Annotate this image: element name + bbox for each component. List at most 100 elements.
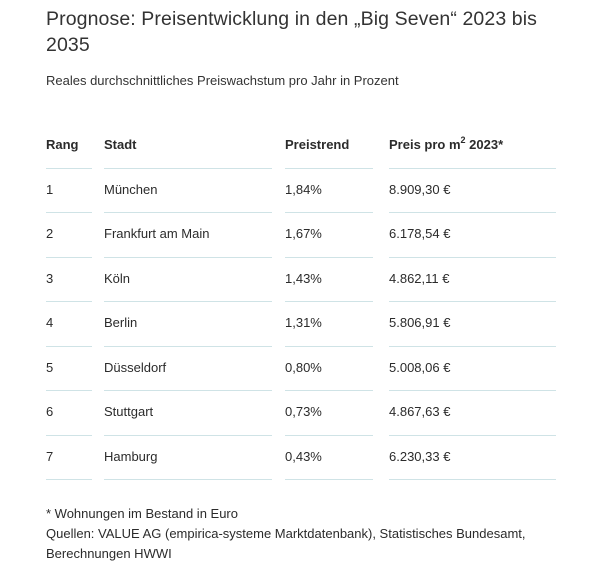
divider (389, 345, 556, 347)
divider (46, 301, 92, 302)
cell-price-text: 8.909,30 € (389, 181, 451, 197)
divider (46, 434, 92, 436)
divider (104, 256, 272, 258)
cell-city-text: Düsseldorf (104, 359, 167, 375)
cell-trend-text: 1,67% (285, 226, 322, 241)
cell-rank-text: 4 (46, 315, 54, 330)
cell-price-text: 4.867,63 € (389, 404, 451, 419)
header-rank-label: Rang (46, 137, 79, 152)
table-body: 1 München 1,84% 8.909,30 € 2 Frankfurt am Mai… (46, 169, 556, 480)
cell-rank: 7 (46, 436, 92, 480)
table-row: 5 Düsseldorf 0,80% 5.008,06 € (46, 347, 556, 391)
cell-city-text: Stuttgart (104, 404, 154, 419)
table-row: 4 Berlin 1,31% 5.806,91 € (46, 302, 556, 347)
cell-price-text: 5.008,06 € (389, 359, 451, 375)
ranking-table: Rang Stadt Preistrend Preis pro m2 2023*… (46, 124, 556, 480)
header-price-label: Preis pro m2 2023* (389, 135, 504, 152)
cell-price-text: 6.230,33 € (389, 448, 451, 464)
cell-trend-text: 0,80% (285, 359, 322, 375)
divider (104, 212, 272, 213)
header-price: Preis pro m2 2023* (389, 124, 556, 169)
cell-trend-text: 1,31% (285, 315, 322, 330)
divider (389, 434, 556, 436)
cell-price: 5.806,91 € (389, 302, 556, 347)
header-rank: Rang (46, 124, 92, 169)
table-row: 6 Stuttgart 0,73% 4.867,63 € (46, 391, 556, 436)
divider (285, 345, 373, 347)
cell-city: Stuttgart (104, 391, 272, 436)
divider (285, 390, 373, 391)
cell-trend: 1,67% (285, 213, 373, 258)
cell-rank-text: 5 (46, 359, 54, 375)
divider (104, 434, 272, 436)
divider (46, 390, 92, 391)
header-price-superscript: 2 (460, 135, 466, 145)
cell-city: Frankfurt am Main (104, 213, 272, 258)
cell-trend: 0,80% (285, 347, 373, 391)
cell-trend: 0,43% (285, 436, 373, 480)
header-price-prefix: Preis pro m (389, 137, 461, 152)
cell-trend-text: 1,43% (285, 270, 322, 286)
header-trend: Preistrend (285, 124, 373, 169)
divider (285, 256, 373, 258)
table-row: 3 Köln 1,43% 4.862,11 € (46, 258, 556, 302)
divider (389, 167, 556, 169)
cell-trend: 1,84% (285, 169, 373, 213)
cell-rank-text: 7 (46, 448, 54, 464)
cell-price: 6.230,33 € (389, 436, 556, 480)
cell-trend: 1,31% (285, 302, 373, 347)
table-row: 2 Frankfurt am Main 1,67% 6.178,54 € (46, 213, 556, 258)
divider (104, 301, 272, 302)
cell-rank: 3 (46, 258, 92, 302)
cell-rank: 1 (46, 169, 92, 213)
divider (104, 390, 272, 391)
cell-price: 8.909,30 € (389, 169, 556, 213)
footnote: * Wohnungen im Bestand in Euro (46, 506, 238, 521)
page-title: Prognose: Preisentwicklung in den „Big S… (46, 8, 538, 56)
divider (46, 479, 92, 480)
divider (389, 479, 556, 480)
divider (389, 390, 556, 391)
cell-rank-text: 3 (46, 270, 54, 286)
table-row: 7 Hamburg 0,43% 6.230,33 € (46, 436, 556, 480)
divider (46, 212, 92, 213)
content: Prognose: Preisentwicklung in den „Big S… (46, 6, 586, 561)
cell-city: Hamburg (104, 436, 272, 480)
table-row: 1 München 1,84% 8.909,30 € (46, 169, 556, 213)
divider (46, 345, 92, 347)
cell-price-text: 6.178,54 € (389, 226, 451, 241)
table-header-row: Rang Stadt Preistrend Preis pro m2 2023* (46, 124, 556, 169)
divider (285, 301, 373, 302)
header-city: Stadt (104, 124, 272, 169)
cell-city-text: München (104, 181, 158, 197)
cell-trend: 0,73% (285, 391, 373, 436)
cell-rank: 6 (46, 391, 92, 436)
cell-rank: 5 (46, 347, 92, 391)
divider (285, 434, 373, 436)
divider (46, 167, 92, 169)
divider (389, 301, 556, 302)
divider (285, 479, 373, 480)
divider (104, 479, 272, 480)
cell-city-text: Hamburg (104, 448, 158, 464)
header-city-label: Stadt (104, 137, 137, 152)
cell-city: München (104, 169, 272, 213)
cell-city: Berlin (104, 302, 272, 347)
divider (389, 256, 556, 258)
subtitle: Reales durchschnittliches Preiswachstum … (46, 73, 399, 88)
cell-trend-text: 1,84% (285, 181, 322, 197)
cell-city: Köln (104, 258, 272, 302)
cell-rank: 4 (46, 302, 92, 347)
cell-trend-text: 0,43% (285, 448, 322, 464)
cell-price: 4.862,11 € (389, 258, 556, 302)
divider (46, 256, 92, 258)
cell-city: Düsseldorf (104, 347, 272, 391)
header-trend-label: Preistrend (285, 137, 350, 152)
cell-price-text: 4.862,11 € (389, 270, 450, 286)
cell-city-text: Köln (104, 270, 131, 286)
divider (285, 212, 373, 213)
header-price-suffix: 2023* (465, 137, 504, 152)
cell-trend-text: 0,73% (285, 404, 322, 419)
divider (285, 167, 373, 169)
cell-price-text: 5.806,91 € (389, 315, 451, 330)
